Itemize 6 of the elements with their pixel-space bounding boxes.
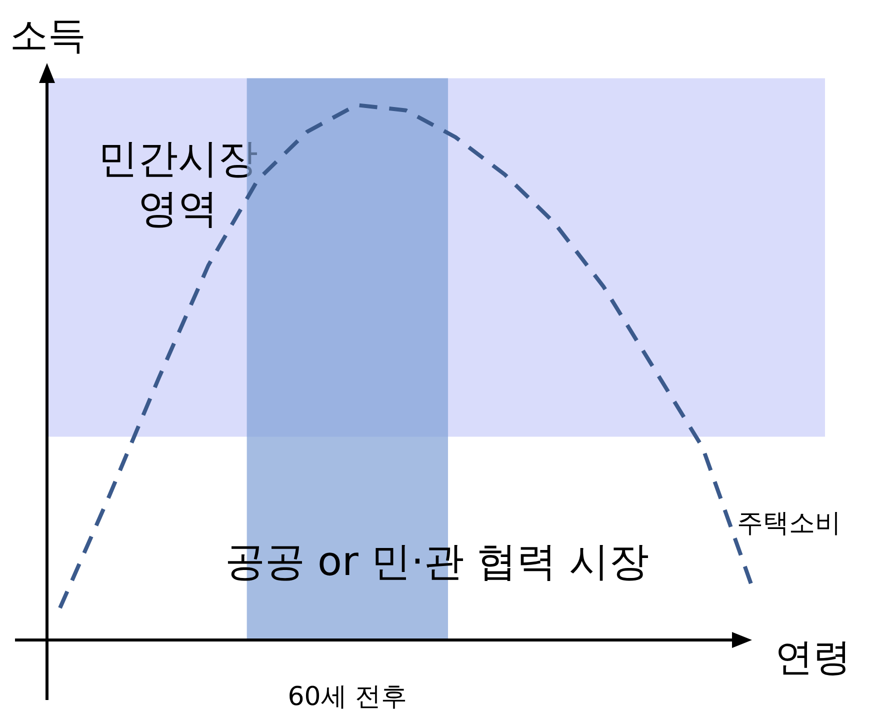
x-axis-title: 연령 <box>775 635 851 679</box>
band-label: 민간시장 영역 <box>98 136 258 232</box>
text: 60세 전후 <box>288 682 408 712</box>
annotation: 공공 or 민·관 협력 시장 <box>224 539 650 585</box>
y-axis-title: 소득 <box>10 13 86 57</box>
series-label: 주택소비 <box>737 508 841 538</box>
